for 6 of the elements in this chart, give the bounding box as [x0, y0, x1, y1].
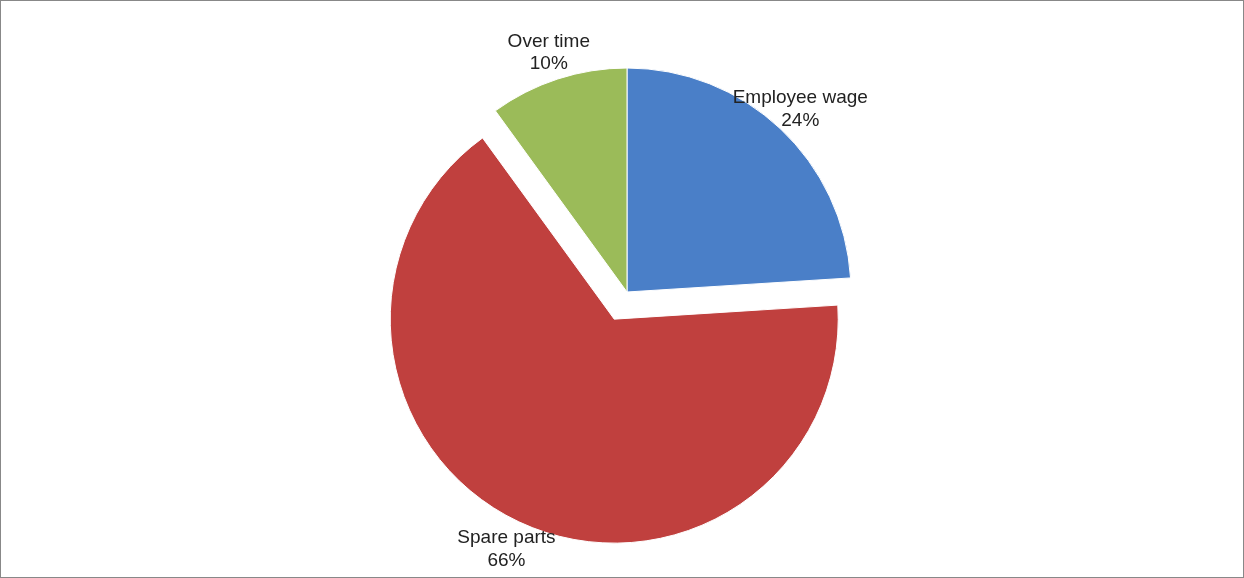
- slice-label: Employee wage: [732, 85, 868, 107]
- data-label: 24%: [781, 108, 820, 130]
- slice-label: Over time: [507, 29, 590, 51]
- data-label: 66%: [487, 549, 526, 571]
- slice-label: Spare parts: [457, 526, 556, 548]
- data-label: 10%: [529, 52, 568, 74]
